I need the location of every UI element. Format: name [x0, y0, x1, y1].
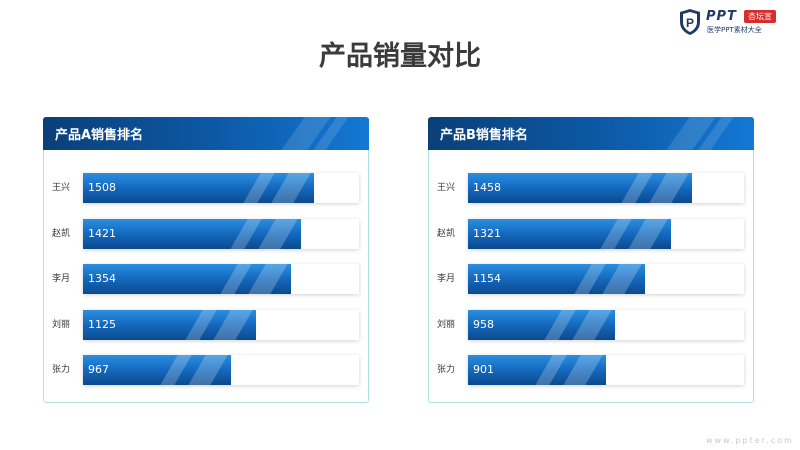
bar-value-label: 1458 — [473, 181, 501, 194]
bar-row: 张力 967 — [44, 355, 368, 385]
bar-shine — [188, 355, 228, 385]
bar: 958 — [468, 309, 615, 340]
bar-track: 1154 — [468, 264, 744, 294]
bar-track: 1458 — [468, 173, 744, 203]
category-label: 李月 — [52, 274, 71, 284]
bar-value-label: 1154 — [473, 272, 501, 285]
bar-track: 901 — [468, 355, 744, 385]
bar-track: 1125 — [83, 309, 359, 340]
bar-shine — [600, 218, 632, 249]
category-label: 赵凯 — [437, 228, 456, 239]
bar: 1125 — [83, 309, 256, 340]
bar-value-label: 958 — [473, 317, 494, 331]
page-title: 产品销量对比 — [319, 41, 481, 72]
bar-row: 张力 901 — [429, 355, 753, 385]
bar-row: 王兴 1458 — [429, 173, 753, 203]
category-label: 李月 — [437, 274, 456, 284]
chart-title: 产品A销售排名 — [55, 128, 144, 143]
bar-track: 967 — [83, 355, 359, 385]
bar-shine — [649, 173, 689, 203]
shield-p-icon: P — [680, 9, 700, 35]
category-label: 张力 — [52, 365, 71, 375]
bar-shine — [544, 309, 576, 340]
category-label: 王兴 — [437, 183, 456, 193]
bar-value-label: 1421 — [88, 226, 116, 240]
bar-row: 李月 1154 — [429, 264, 753, 294]
bar-shine — [243, 173, 275, 203]
bar-shine — [572, 309, 612, 340]
watermark-url: www.ppter.com — [706, 436, 794, 445]
bar-row: 刘丽 1125 — [44, 309, 368, 340]
bar: 901 — [468, 355, 606, 385]
bar-track: 1354 — [83, 264, 359, 294]
category-label: 张力 — [437, 365, 456, 375]
bar-shine — [160, 355, 192, 385]
bar: 1508 — [83, 173, 314, 203]
bar-track: 1321 — [468, 218, 744, 249]
bar-shine — [621, 173, 653, 203]
bar-row: 赵凯 1421 — [44, 218, 368, 249]
chart-panel-b: 产品B销售排名 王兴 1458 赵凯 1321 李月 1154 刘丽 958 张力 901 — [428, 117, 754, 403]
bar-shine — [602, 264, 642, 294]
bar-shine — [248, 264, 288, 294]
bar-rows-a: 王兴 1508 赵凯 1421 李月 1354 刘丽 1125 张力 967 — [44, 173, 368, 401]
bar-value-label: 901 — [473, 363, 494, 376]
bar-track: 1508 — [83, 173, 359, 203]
bar: 1154 — [468, 264, 645, 294]
bar-shine — [185, 309, 217, 340]
bar: 1354 — [83, 264, 291, 294]
bar-row: 刘丽 958 — [429, 309, 753, 340]
logo-tag: 杏坛宣 — [744, 10, 776, 23]
bar-row: 李月 1354 — [44, 264, 368, 294]
bar-shine — [258, 218, 298, 249]
brand-logo: P PPT 杏坛宣 医学PPT素材大全 — [678, 8, 796, 38]
bar-track: 1421 — [83, 218, 359, 249]
chart-title: 产品B销售排名 — [440, 128, 528, 143]
bar-row: 王兴 1508 — [44, 173, 368, 203]
svg-text:P: P — [686, 16, 694, 30]
bar-shine — [628, 218, 668, 249]
bar-value-label: 1508 — [88, 181, 116, 194]
logo-subtitle: 医学PPT素材大全 — [707, 26, 762, 34]
logo-brand: PPT — [706, 9, 737, 24]
bar-rows-b: 王兴 1458 赵凯 1321 李月 1154 刘丽 958 张力 901 — [429, 173, 753, 401]
bar-value-label: 1321 — [473, 226, 501, 240]
panel-header-a: 产品A销售排名 — [43, 117, 369, 150]
panel-header-b: 产品B销售排名 — [428, 117, 754, 150]
bar-row: 赵凯 1321 — [429, 218, 753, 249]
bar-value-label: 1125 — [88, 317, 116, 331]
bar: 1321 — [468, 218, 671, 249]
bar-shine — [535, 355, 567, 385]
bar-track: 958 — [468, 309, 744, 340]
category-label: 赵凯 — [52, 228, 71, 239]
bar-value-label: 967 — [88, 363, 109, 376]
bar-shine — [230, 218, 262, 249]
bar-shine — [563, 355, 603, 385]
bar: 1421 — [83, 218, 301, 249]
bar-shine — [213, 309, 253, 340]
bar: 1458 — [468, 173, 692, 203]
category-label: 刘丽 — [52, 319, 71, 330]
bar-value-label: 1354 — [88, 272, 116, 285]
bar: 967 — [83, 355, 231, 385]
bar-shine — [220, 264, 252, 294]
bar-shine — [574, 264, 606, 294]
bar-shine — [271, 173, 311, 203]
chart-panel-a: 产品A销售排名 王兴 1508 赵凯 1421 李月 1354 刘丽 1125 张力 967 — [43, 117, 369, 403]
category-label: 刘丽 — [437, 319, 456, 330]
category-label: 王兴 — [52, 183, 71, 193]
